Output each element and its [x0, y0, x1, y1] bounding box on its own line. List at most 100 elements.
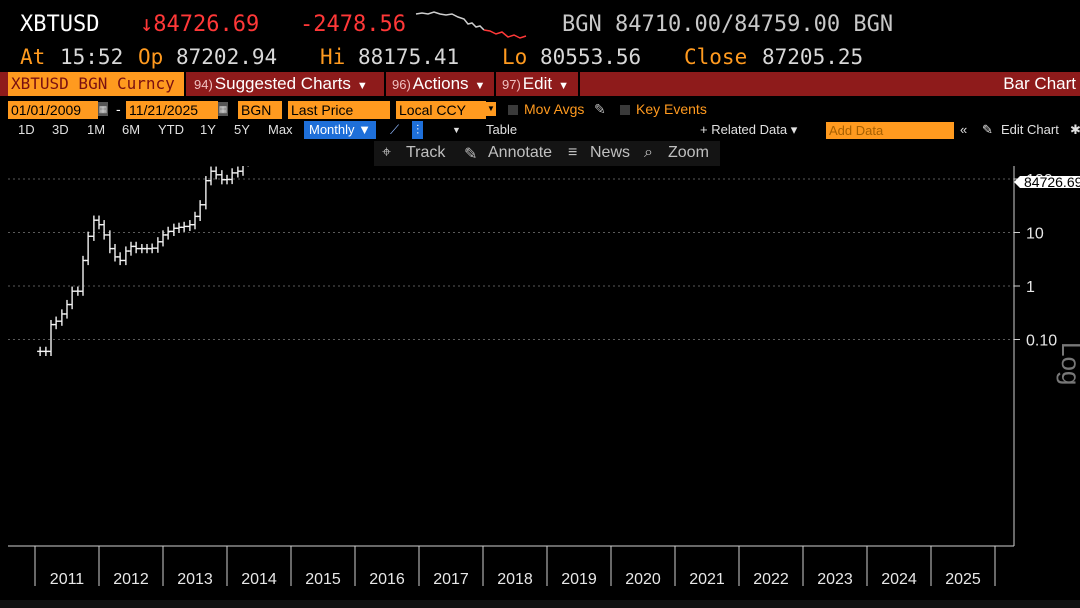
suggested-charts-menu[interactable]: 94) Suggested Charts ▼ [188, 72, 368, 96]
period-ytd-button[interactable]: YTD [158, 122, 184, 137]
currency-select[interactable]: Local CCY [396, 101, 486, 119]
chevron-down-icon[interactable]: ▼ [486, 102, 496, 116]
period-3d-button[interactable]: 3D [52, 122, 69, 137]
edit-chart-button[interactable]: Edit Chart [1001, 122, 1059, 137]
function-menubar: XBTUSD BGN Curncy 94) Suggested Charts ▼ 9… [0, 72, 1080, 96]
table-button[interactable]: Table [486, 122, 518, 137]
price-bar [42, 346, 49, 356]
period-6m-button[interactable]: 6M [122, 122, 141, 137]
track-button[interactable]: Track [406, 144, 446, 161]
price-bar [192, 211, 198, 230]
chart-settings-row: 01/01/2009 ▦ - 11/21/2025 ▦ BGN Last Pri… [0, 100, 1080, 120]
price-bar [165, 226, 172, 240]
crosshair-icon[interactable]: ⌖ [382, 144, 392, 161]
menu-divider [184, 72, 186, 96]
price-bar [170, 223, 177, 236]
mov-avgs-label: Mov Avgs [524, 101, 585, 117]
period-5y-button[interactable]: 5Y [234, 122, 250, 137]
period-max-button[interactable]: Max [268, 122, 293, 137]
price-bar [218, 170, 225, 185]
close-label: Close [684, 45, 748, 69]
x-tick-label: 2020 [625, 571, 661, 588]
x-tick-label: 2025 [945, 571, 981, 588]
collapse-icon[interactable]: « [960, 122, 968, 137]
chart-tools: ⌖ Track ✎ Annotate ≡ News ⌕ Zoom [374, 141, 720, 166]
price-bar [128, 241, 134, 256]
price-bar [37, 346, 44, 356]
low-label: Lo [502, 45, 528, 69]
x-axis: 2011 2012 2013 2014 2015 2016 2017 2018 2019 2020… [8, 545, 1014, 588]
zoom-button[interactable]: Zoom [668, 144, 709, 161]
x-tick-label: 2015 [305, 571, 341, 588]
menu-divider [578, 72, 580, 96]
news-button[interactable]: News [590, 144, 631, 161]
low-value: 80553.56 [540, 45, 642, 69]
annotate-icon[interactable]: ✎ [464, 146, 478, 163]
price-bar [133, 241, 140, 254]
security-field[interactable]: XBTUSD BGN Curncy [8, 72, 184, 96]
actions-menu[interactable]: 96) Actions ▼ [386, 72, 485, 96]
period-1d-button[interactable]: 1D [18, 122, 35, 137]
price-change: -2478.56 [300, 12, 406, 37]
price-bar [85, 231, 92, 266]
annotate-button[interactable]: Annotate [488, 144, 553, 161]
y-tick-label: 10 [1026, 226, 1044, 243]
price-bar [80, 255, 86, 296]
price-bar [138, 243, 145, 254]
chart-gridlines [8, 178, 1014, 340]
menu-divider [494, 72, 496, 96]
line-chart-icon[interactable]: ⟋ [390, 122, 400, 137]
last-price-marker [1014, 176, 1080, 188]
high-label: Hi [320, 45, 346, 69]
price-bar [224, 174, 230, 185]
price-bar [154, 237, 161, 253]
open-value: 87202.94 [176, 45, 278, 69]
price-chart[interactable]: 0.10110100100010000 20112012201320142015… [0, 166, 1080, 600]
bar-chart-icon[interactable]: ⫶ [412, 121, 424, 139]
price-bar [112, 243, 118, 262]
y-tick-label: 1 [1026, 279, 1035, 296]
y-tick-label: 0.10 [1026, 333, 1057, 350]
calendar-icon[interactable]: ▦ [98, 102, 108, 116]
pencil-icon[interactable]: ✎ [594, 101, 606, 117]
mov-avgs-checkbox[interactable] [508, 105, 518, 115]
news-icon[interactable]: ≡ [568, 144, 578, 161]
chart-style-dropdown-icon[interactable]: ▼ [452, 125, 461, 135]
price-bar [53, 316, 60, 330]
x-tick-label: 2011 [50, 571, 85, 588]
pricing-source-field[interactable]: BGN [238, 101, 282, 119]
zoom-icon[interactable]: ⌕ [644, 144, 653, 161]
calendar-icon[interactable]: ▦ [218, 102, 228, 116]
price-bar [117, 252, 124, 266]
related-data-button[interactable]: + Related Data ▾ [700, 122, 798, 137]
end-date-field[interactable]: 11/21/2025 [126, 101, 218, 119]
price-bar [90, 215, 97, 241]
close-value: 87205.25 [762, 45, 864, 69]
start-date-field[interactable]: 01/01/2009 [8, 101, 98, 119]
price-field-select[interactable]: Last Price [288, 101, 390, 119]
x-tick-label: 2021 [689, 571, 725, 588]
period-1y-button[interactable]: 1Y [200, 122, 216, 137]
price-bar [197, 200, 204, 222]
price-bar [58, 309, 65, 326]
x-tick-label: 2013 [177, 571, 213, 588]
menu-label: Actions [412, 74, 469, 93]
price-bar [149, 243, 156, 254]
chart-type-label: Bar Chart [1003, 74, 1076, 93]
price-bar [96, 215, 102, 230]
price-bar [208, 166, 214, 186]
pencil-icon[interactable]: ✎ [982, 122, 993, 137]
price-bar [101, 220, 108, 240]
settings-icon[interactable]: ✱ [1070, 122, 1080, 137]
period-1m-button[interactable]: 1M [87, 122, 106, 137]
x-tick-label: 2019 [561, 571, 597, 588]
menu-number: 97) [502, 77, 521, 92]
frequency-select[interactable]: Monthly ▼ [304, 121, 376, 139]
add-data-input[interactable]: Add Data [826, 122, 954, 139]
last-price: ↓84726.69 [140, 12, 260, 37]
edit-menu[interactable]: 97) Edit ▼ [496, 72, 569, 96]
axis-scale-label: Log [1056, 342, 1080, 385]
at-time: 15:52 [60, 45, 124, 69]
high-value: 88175.41 [358, 45, 460, 69]
key-events-checkbox[interactable] [620, 105, 630, 115]
